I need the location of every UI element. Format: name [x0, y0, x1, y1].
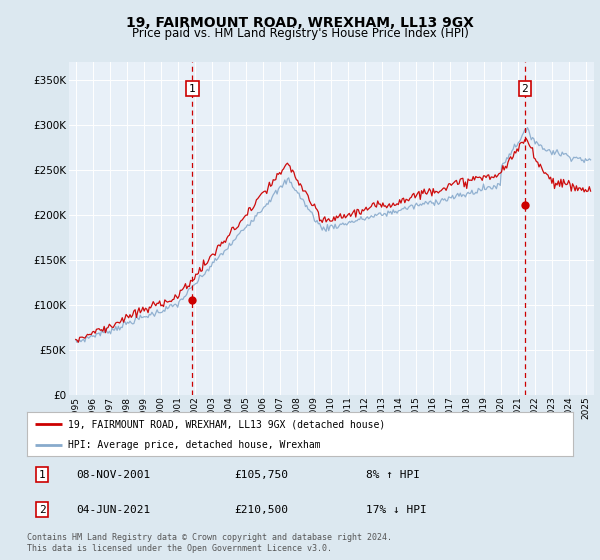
- Text: Price paid vs. HM Land Registry's House Price Index (HPI): Price paid vs. HM Land Registry's House …: [131, 27, 469, 40]
- Text: 08-NOV-2001: 08-NOV-2001: [76, 470, 151, 479]
- Text: £105,750: £105,750: [235, 470, 289, 479]
- Text: 2: 2: [39, 505, 46, 515]
- Text: Contains HM Land Registry data © Crown copyright and database right 2024.
This d: Contains HM Land Registry data © Crown c…: [27, 533, 392, 553]
- Text: 1: 1: [39, 470, 46, 479]
- Text: £210,500: £210,500: [235, 505, 289, 515]
- Text: 1: 1: [189, 83, 196, 94]
- Text: 19, FAIRMOUNT ROAD, WREXHAM, LL13 9GX: 19, FAIRMOUNT ROAD, WREXHAM, LL13 9GX: [126, 16, 474, 30]
- Text: HPI: Average price, detached house, Wrexham: HPI: Average price, detached house, Wrex…: [68, 440, 320, 450]
- Text: 8% ↑ HPI: 8% ↑ HPI: [365, 470, 419, 479]
- Text: 2: 2: [521, 83, 528, 94]
- Text: 17% ↓ HPI: 17% ↓ HPI: [365, 505, 426, 515]
- Text: 04-JUN-2021: 04-JUN-2021: [76, 505, 151, 515]
- Text: 19, FAIRMOUNT ROAD, WREXHAM, LL13 9GX (detached house): 19, FAIRMOUNT ROAD, WREXHAM, LL13 9GX (d…: [68, 419, 385, 429]
